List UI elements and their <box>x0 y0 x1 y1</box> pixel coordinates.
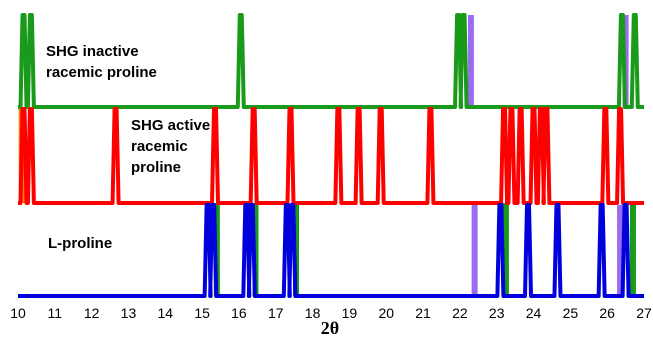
x-tick-label: 20 <box>378 305 394 321</box>
x-tick-label: 24 <box>526 305 542 321</box>
x-tick-label: 22 <box>452 305 468 321</box>
x-tick-label: 23 <box>489 305 505 321</box>
series-lproline <box>18 203 644 298</box>
x-tick-label: 16 <box>231 305 247 321</box>
x-tick-label: 14 <box>158 305 174 321</box>
highlight-band-8 <box>617 205 624 296</box>
annotation-lproline-line-0: L-proline <box>48 235 112 252</box>
highlight-band-6 <box>471 205 478 296</box>
x-tick-label: 11 <box>48 305 63 321</box>
annotation-inactive-line-0: SHG inactive <box>46 43 139 60</box>
x-tick-label: 18 <box>305 305 321 321</box>
x-tick-label: 21 <box>415 305 431 321</box>
annotation-active-line-2: proline <box>131 159 181 176</box>
x-tick-label: 13 <box>121 305 137 321</box>
annotation-inactive-line-1: racemic proline <box>46 64 157 81</box>
series-active <box>18 107 644 205</box>
series-inactive <box>18 13 644 109</box>
highlight-band-7 <box>467 15 474 107</box>
x-tick-label: 10 <box>10 305 26 321</box>
annotation-active-line-1: racemic <box>131 138 188 155</box>
annotations: SHG inactive racemic proline SHG active rac… <box>46 43 210 252</box>
x-tick-label: 26 <box>599 305 615 321</box>
x-tick-label: 17 <box>268 305 284 321</box>
x-tick-label: 15 <box>194 305 210 321</box>
x-tick-label: 19 <box>342 305 358 321</box>
x-axis-ticks: 10 11 12 13 14 15 16 17 18 19 20 21 22 23 24 25 26 27 <box>10 305 652 321</box>
x-tick-label: 25 <box>563 305 579 321</box>
series-group <box>18 13 644 298</box>
x-axis-label: 2θ <box>321 318 339 338</box>
x-tick-label: 12 <box>84 305 100 321</box>
x-tick-label: 27 <box>636 305 652 321</box>
highlight-band-5 <box>629 203 636 296</box>
highlight-band-4 <box>502 203 509 296</box>
annotation-active-line-0: SHG active <box>131 117 210 134</box>
